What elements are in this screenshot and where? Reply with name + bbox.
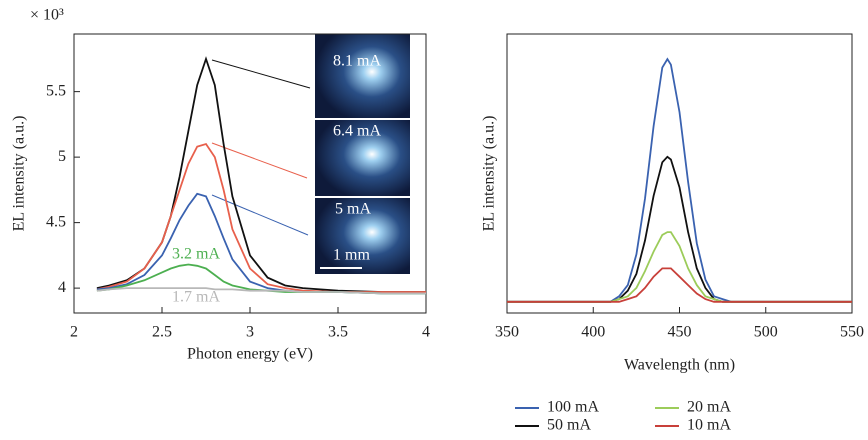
series-label: 5 mA [335,201,371,218]
series-line [507,231,852,303]
photo [315,34,410,118]
series-label: 8.1 mA [333,53,381,70]
series-label: 1.7 mA [172,289,220,306]
series-line [507,155,852,303]
x-tick-label: 2.5 [152,324,172,341]
series-label: 3.2 mA [172,246,220,263]
series-line [507,57,852,303]
series-line [96,287,426,295]
arrow [211,59,311,89]
x-tick-label: 2 [70,324,78,341]
y-axis-title: EL intensity (a.u.) [481,116,498,232]
y-tick-label: 4 [58,279,66,296]
scale-bar-label: 1 mm [333,247,370,264]
arrow [211,142,308,179]
y-tick-label: 5 [58,148,66,165]
x-tick-label: 550 [840,324,864,341]
legend-label: 10 mA [687,417,731,434]
x-tick-label: 400 [581,324,605,341]
arrows [211,59,311,236]
series-label: 6.4 mA [333,123,381,140]
legend-label: 100 mA [547,399,599,416]
legend-label: 20 mA [687,399,731,416]
x-tick-label: 4 [422,324,430,341]
photo [315,120,410,196]
x-axis-title: Wavelength (nm) [624,357,735,374]
x-tick-label: 500 [754,324,778,341]
series-line [507,267,852,303]
y-tick-label: 5.5 [46,82,66,99]
x-tick-label: 350 [495,324,519,341]
x-tick-label: 450 [668,324,692,341]
series-line [96,142,426,293]
y-tick-label: 4.5 [46,213,66,230]
x-axis-title: Photon energy (eV) [187,346,313,363]
multiplier: × 10³ [30,7,64,24]
y-axis-title: EL intensity (a.u.) [11,116,28,232]
photo [315,198,410,274]
plot-frame [506,33,853,314]
x-tick-label: 3.5 [328,324,348,341]
legend-label: 50 mA [547,417,591,434]
x-tick-label: 3 [246,324,254,341]
inset-photos [315,34,410,274]
arrow [211,194,309,236]
